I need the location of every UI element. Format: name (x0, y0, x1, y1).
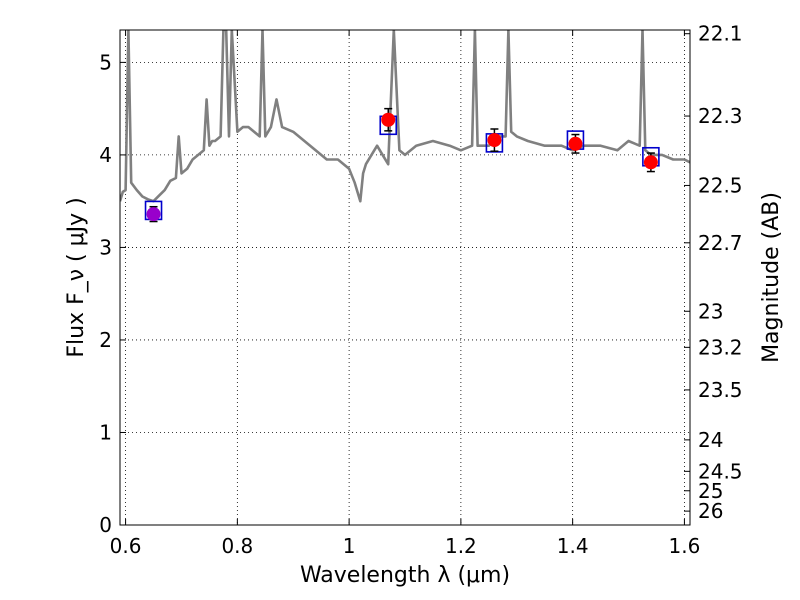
observed-point (568, 136, 583, 151)
right-tick-label: 22.3 (698, 104, 743, 128)
right-tick-label: 22.5 (698, 173, 743, 197)
x-tick-label: 1.2 (445, 534, 477, 558)
x-axis-label: Wavelength λ (μm) (300, 563, 510, 588)
right-tick-label: 26 (698, 499, 723, 523)
y-tick-label: 4 (99, 143, 112, 167)
spectrum-line (120, 30, 690, 203)
y-tick-label: 5 (99, 50, 112, 74)
x-tick-label: 1.6 (669, 534, 701, 558)
plot-frame (119, 29, 691, 526)
series-layer (120, 30, 690, 223)
y-tick-label: 0 (99, 513, 112, 537)
right-tick-label: 23.5 (698, 378, 743, 402)
y-axis-label: Flux F_ν ( μJy ) (64, 197, 89, 357)
observed-point (487, 133, 502, 148)
right-tick-label: 24 (698, 428, 723, 452)
y-tick-label: 3 (99, 235, 112, 259)
observed-point (381, 112, 396, 127)
observed-point (146, 207, 161, 222)
clipped-series (120, 30, 690, 203)
right-tick-label: 22.7 (698, 231, 743, 255)
x-tick-label: 0.8 (221, 534, 253, 558)
right-tick-label: 24.5 (698, 459, 743, 483)
x-tick-label: 1 (343, 534, 356, 558)
right-tick-label: 22.1 (698, 22, 743, 46)
y-tick-label: 2 (99, 328, 112, 352)
y-tick-label: 1 (99, 420, 112, 444)
observed-point (643, 155, 658, 170)
right-axis-label: Magnitude (AB) (759, 192, 784, 363)
right-tick-label: 25 (698, 479, 723, 503)
x-tick-label: 1.4 (557, 534, 589, 558)
ticks: 0.6 0.8 1 1.2 1.4 1.601234522.122.322.522.723… (99, 22, 742, 558)
x-tick-label: 0.6 (110, 534, 142, 558)
right-tick-label: 23.2 (698, 335, 743, 359)
right-tick-label: 23 (698, 299, 723, 323)
